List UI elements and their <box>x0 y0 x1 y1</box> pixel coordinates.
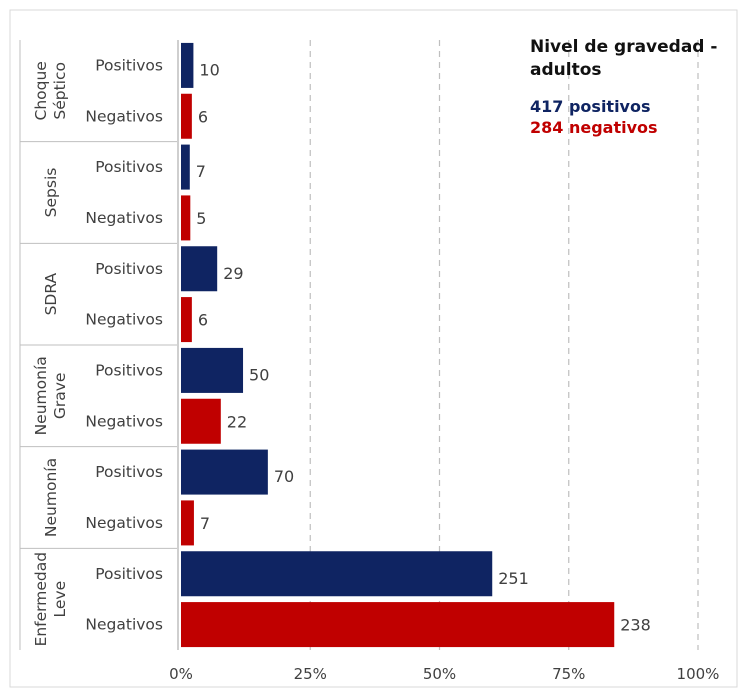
group-label: SDRA <box>42 273 60 316</box>
data-label: 5 <box>196 209 206 228</box>
category-label: Positivos <box>95 361 163 379</box>
group-label: ChoqueSéptico <box>32 61 69 120</box>
data-label: 10 <box>199 60 219 79</box>
category-label: Negativos <box>85 311 163 329</box>
group-label: Sepsis <box>42 168 60 218</box>
bar-negativos <box>181 195 191 241</box>
category-label: Negativos <box>85 107 163 125</box>
bar-positivos <box>181 347 244 393</box>
data-label: 50 <box>249 365 269 384</box>
category-label: Positivos <box>95 158 163 176</box>
x-tick-label: 25% <box>294 665 327 683</box>
data-label: 7 <box>200 514 210 533</box>
x-tick-label: 75% <box>552 665 585 683</box>
group-label: Neumonía <box>42 458 60 537</box>
axis-lines <box>19 40 179 650</box>
category-label: Negativos <box>85 514 163 532</box>
chart-legend: Nivel de gravedad - adultos 417 positivo… <box>530 36 730 138</box>
chart-title: Nivel de gravedad - adultos <box>530 37 718 80</box>
data-label: 22 <box>227 412 247 431</box>
bar-positivos <box>181 449 268 495</box>
data-label: 251 <box>498 569 529 588</box>
labels: 0% 25% 50% 75% 100% 10 Positivos 6 Negativos Choq… <box>32 56 719 683</box>
bar-positivos <box>181 246 218 292</box>
legend-positive: 417 positivos <box>530 97 651 116</box>
data-label: 70 <box>274 467 294 486</box>
category-label: Negativos <box>85 616 163 634</box>
data-label: 238 <box>620 616 651 635</box>
bar-negativos <box>181 398 221 444</box>
category-label: Negativos <box>85 209 163 227</box>
category-label: Positivos <box>95 463 163 481</box>
group-label: NeumoníaGrave <box>32 356 69 435</box>
bar-negativos <box>181 93 192 139</box>
data-label: 6 <box>198 107 208 126</box>
bar-positivos <box>181 551 493 597</box>
category-label: Positivos <box>95 565 163 583</box>
bar-negativos <box>181 602 615 648</box>
gridlines <box>309 40 699 650</box>
bars <box>181 42 615 648</box>
bar-positivos <box>181 42 194 88</box>
legend-negative: 284 negativos <box>530 118 658 137</box>
data-label: 29 <box>223 264 243 283</box>
x-tick-label: 0% <box>169 665 193 683</box>
bar-negativos <box>181 500 194 546</box>
data-label: 7 <box>196 162 206 181</box>
chart-border <box>9 9 738 688</box>
bar-negativos <box>181 297 192 343</box>
group-label: EnfermedadLeve <box>32 552 69 647</box>
category-label: Negativos <box>85 412 163 430</box>
x-tick-label: 100% <box>677 665 720 683</box>
x-tick-label: 50% <box>423 665 456 683</box>
category-label: Positivos <box>95 260 163 278</box>
data-label: 6 <box>198 311 208 330</box>
bar-positivos <box>181 144 190 190</box>
category-label: Positivos <box>95 56 163 74</box>
